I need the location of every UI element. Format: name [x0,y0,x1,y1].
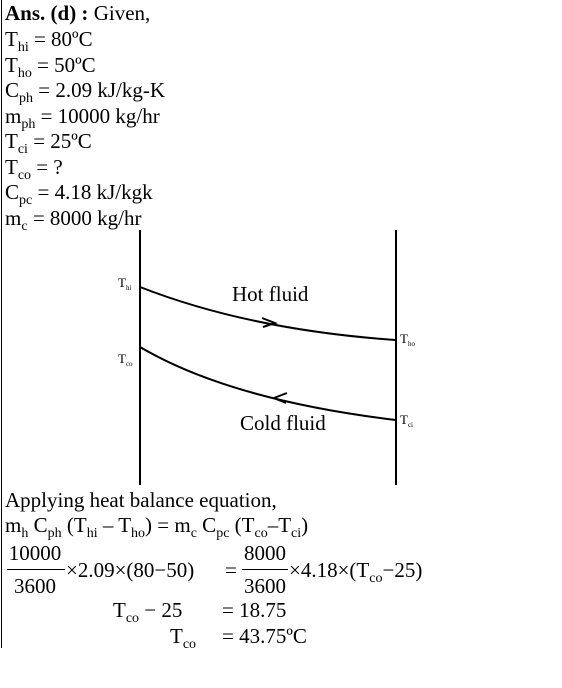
text: ) [301,513,309,537]
text: T [5,52,18,77]
given-line: Cph = 2.09 kJ/kg-K [5,78,166,106]
hot-arrow [261,317,278,328]
t-ho-label: Tho [400,331,415,348]
text: T [170,624,183,648]
text: T [400,412,408,427]
given-line: Tho = 50ºC [5,52,96,80]
text: C [196,513,217,537]
text: T [118,351,126,366]
left-rest: ×2.09×(80−50) [66,560,194,581]
subscript: ph [19,91,34,106]
text: T [5,129,18,153]
subscript: hi [17,40,29,55]
text: ) = m [145,513,191,537]
text: T [5,154,18,179]
text: (T [229,513,255,537]
equation: mh Cph (Thi – Tho) = mc Cpc (Tco–Tci) [5,513,309,541]
subscript: co [125,611,140,626]
given-line: Tco = ? [5,154,63,182]
t-hi-label: Thi [118,275,132,292]
step1-rhs: = 18.75 [222,598,287,622]
subscript: ci [291,526,302,541]
subscript: c [21,218,28,234]
text: = 80ºC [28,27,93,51]
intro: Applying heat balance equation, [5,488,277,512]
subscript: ci [407,421,414,429]
fraction-bar [242,569,288,570]
text: m [5,205,22,230]
answer-text: Given, [93,1,151,25]
numerator: 10000 [8,541,62,565]
text: m [5,513,22,537]
text: C [5,180,20,204]
text: − 25 [139,598,183,622]
text: = 2.09 kJ/kg-K [33,78,166,102]
fraction-bar [7,569,65,570]
cold-arrow [271,392,288,404]
text: ×4.18×(T [289,558,370,582]
text: T [113,598,126,622]
text: = 25ºC [27,129,92,153]
answer-label: Ans. (d) : [5,1,89,25]
given-line: mc = 8000 kg/hr [5,205,142,233]
subscript: hi [86,526,98,541]
step2-lhs: Tco [170,624,196,652]
text: C [28,513,48,537]
text: −25) [382,558,423,582]
cold-label: Cold fluid [240,411,326,435]
cold-curve [139,346,397,421]
text: (T [61,513,87,537]
equals: = [225,558,237,582]
text: = 10000 kg/hr [35,103,160,128]
given-line: Thi = 80ºC [5,27,93,55]
given-line: mph = 10000 kg/hr [5,103,160,131]
denominator: 3600 [244,574,286,598]
subscript: pc [19,193,33,208]
subscript: hi [125,284,132,292]
text: T [400,331,408,346]
text: = 4.18 kJ/kgk [32,180,153,204]
subscript: co [369,571,383,586]
text: = ? [31,154,63,179]
subscript: ph [21,116,36,132]
given-line: Tci = 25ºC [5,129,92,157]
border [1,0,2,648]
step2-rhs: = 43.75ºC [222,624,307,648]
subscript: co [125,360,133,368]
text: = 8000 kg/hr [27,205,142,230]
subscript: ph [47,526,62,541]
hot-label: Hot fluid [232,282,309,306]
text: –T [267,513,292,537]
subscript: ho [17,65,32,81]
text: = 50ºC [31,52,96,77]
given-line: Cpc = 4.18 kJ/kgk [5,180,153,208]
text: – T [97,513,132,537]
text: C [5,78,20,102]
subscript: c [190,526,197,541]
numerator: 8000 [244,541,286,565]
subscript: ci [17,142,28,157]
right-rest: ×4.18×(Tco−25) [289,558,423,586]
subscript: co [17,167,32,183]
denominator: 3600 [14,574,56,598]
answer-line: Ans. (d) : Given, [5,3,150,24]
text: T [118,275,126,290]
subscript: ho [407,340,415,348]
text: ×2.09×(80−50) [66,558,195,582]
step1-lhs: Tco − 25 [113,598,183,626]
subscript: co [182,637,197,652]
subscript: pc [216,526,230,541]
text: T [5,27,18,51]
subscript: co [254,526,268,541]
t-co-label: Tco [118,351,133,368]
hot-curve [139,286,397,341]
subscript: h [21,526,29,541]
subscript: ho [131,526,146,541]
t-ci-label: Tci [400,412,414,429]
text: m [5,103,22,128]
